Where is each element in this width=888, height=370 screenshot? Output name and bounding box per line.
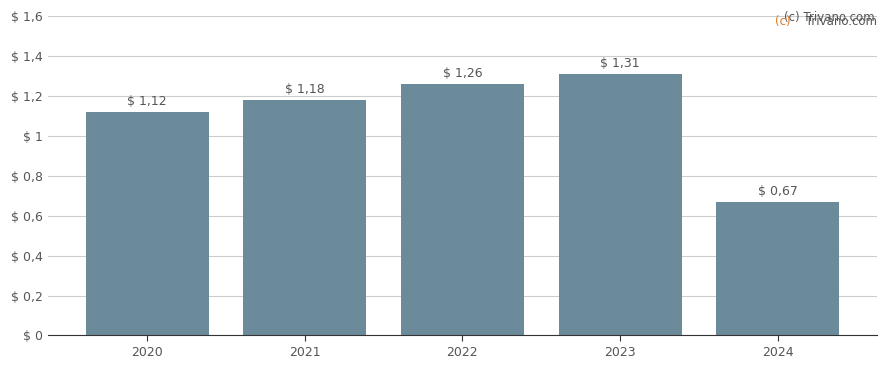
Bar xyxy=(717,202,839,336)
Text: $ 0,67: $ 0,67 xyxy=(757,185,797,198)
Bar xyxy=(85,112,209,336)
Text: $ 1,31: $ 1,31 xyxy=(600,57,640,70)
Text: $ 1,18: $ 1,18 xyxy=(285,83,325,96)
Text: Trivano.com: Trivano.com xyxy=(803,15,877,28)
Text: (c) Trivano.com: (c) Trivano.com xyxy=(784,11,875,24)
Bar xyxy=(559,74,682,336)
Bar xyxy=(243,100,366,336)
Text: $ 1,12: $ 1,12 xyxy=(127,95,167,108)
Text: (c): (c) xyxy=(774,15,790,28)
Text: $ 1,26: $ 1,26 xyxy=(442,67,482,80)
Bar xyxy=(401,84,524,336)
